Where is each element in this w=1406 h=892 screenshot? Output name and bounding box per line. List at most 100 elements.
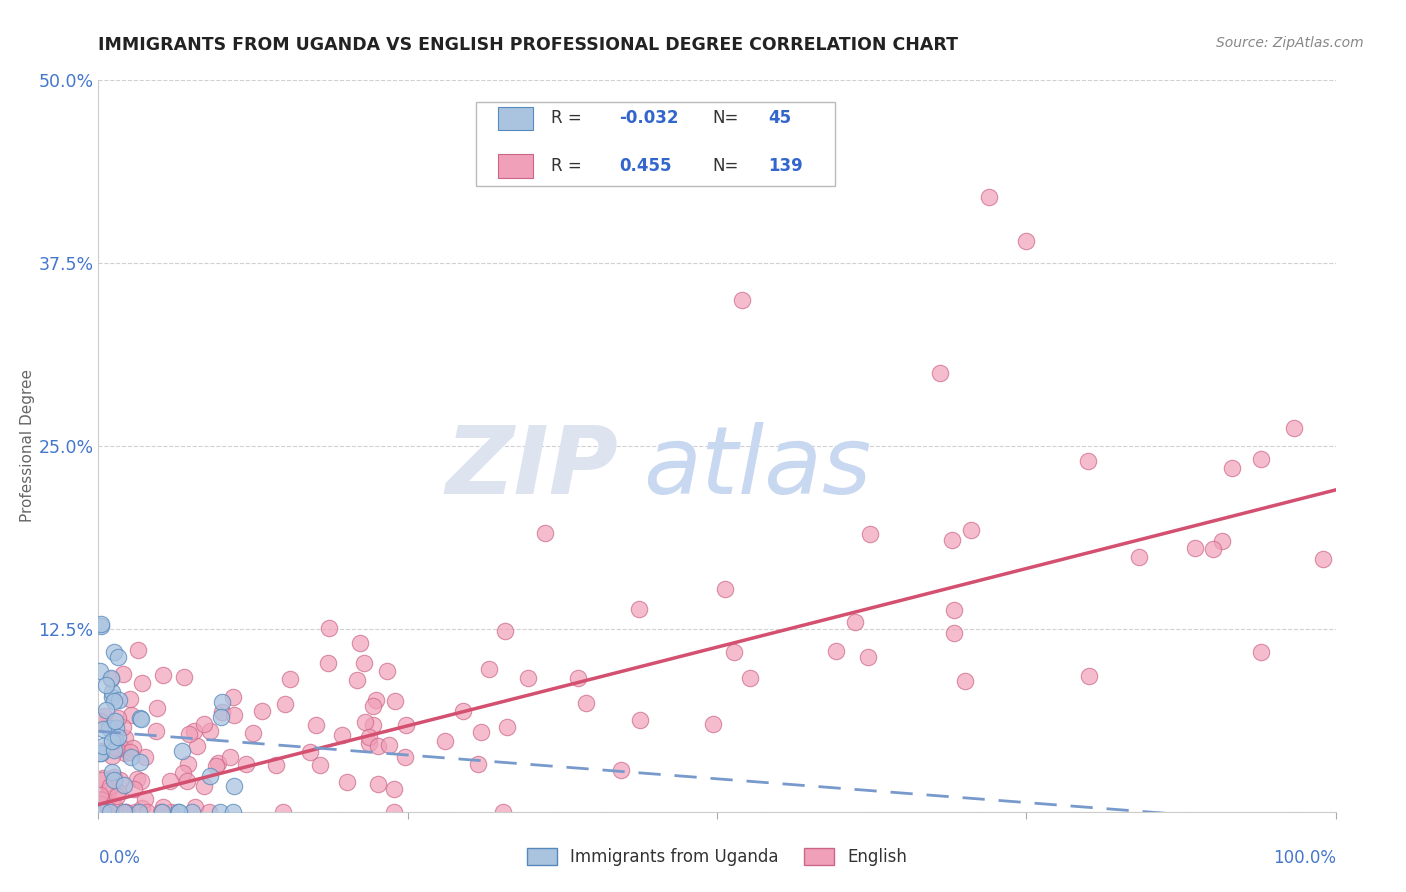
Point <box>100 690 122 704</box>
Point <box>107 711 129 725</box>
Point <box>89 746 111 760</box>
Point <box>89 714 111 728</box>
Point <box>451 705 474 719</box>
Point <box>346 673 368 688</box>
Point <box>91 739 114 753</box>
Point <box>316 656 339 670</box>
Point <box>197 805 219 819</box>
Point <box>120 707 142 722</box>
Point <box>122 781 145 796</box>
Point <box>193 717 215 731</box>
Point <box>91 723 114 737</box>
Point <box>714 582 737 596</box>
Point <box>183 723 205 738</box>
Point <box>107 730 129 744</box>
Point <box>177 756 200 771</box>
Point <box>1250 644 1272 658</box>
Point <box>90 619 112 633</box>
Point <box>384 694 406 708</box>
Point <box>90 617 112 632</box>
Point <box>353 656 375 670</box>
Text: R =: R = <box>551 110 582 128</box>
Point <box>377 664 399 678</box>
Point <box>94 805 117 819</box>
Point <box>90 792 112 806</box>
Point <box>91 771 114 785</box>
Point <box>517 671 540 685</box>
Point <box>928 366 950 380</box>
Point <box>150 805 173 819</box>
Point <box>110 740 132 755</box>
Point <box>128 711 150 725</box>
Point <box>152 800 174 814</box>
Point <box>103 773 125 788</box>
Point <box>222 779 245 793</box>
Point <box>114 746 136 760</box>
Point <box>108 693 131 707</box>
Point <box>100 765 122 780</box>
Point <box>357 730 380 744</box>
Point <box>478 662 501 676</box>
Point <box>136 805 159 819</box>
Point <box>222 708 245 723</box>
Point <box>177 727 200 741</box>
Point <box>103 645 125 659</box>
Point <box>308 757 330 772</box>
Point <box>1211 533 1233 548</box>
Point <box>357 736 380 750</box>
Point <box>804 110 827 124</box>
Point <box>89 744 111 758</box>
Point <box>610 763 633 777</box>
Point <box>104 721 127 735</box>
Point <box>128 805 150 819</box>
Point <box>94 678 117 692</box>
Point <box>89 788 111 802</box>
Point <box>112 720 135 734</box>
Point <box>567 671 589 685</box>
Point <box>859 527 882 541</box>
Point <box>1077 453 1099 467</box>
Point <box>108 773 131 788</box>
Point <box>1284 421 1306 435</box>
Point <box>533 525 555 540</box>
Point <box>114 731 136 745</box>
Point <box>176 774 198 789</box>
Point <box>943 603 966 617</box>
Point <box>104 799 127 814</box>
Point <box>336 774 359 789</box>
Point <box>124 805 146 819</box>
Point <box>129 774 152 789</box>
FancyBboxPatch shape <box>498 107 533 130</box>
Point <box>91 793 114 807</box>
Point <box>250 704 273 718</box>
Point <box>367 777 389 791</box>
Point <box>353 715 375 730</box>
Point <box>127 772 149 787</box>
Point <box>205 759 228 773</box>
Point <box>235 757 257 772</box>
Point <box>208 805 231 819</box>
Point <box>128 755 150 769</box>
Point <box>114 805 136 819</box>
Point <box>134 749 156 764</box>
Text: 0.455: 0.455 <box>619 157 672 175</box>
Point <box>101 733 124 747</box>
Point <box>131 801 153 815</box>
Point <box>305 718 328 732</box>
Point <box>942 625 965 640</box>
Point <box>1128 550 1150 565</box>
Point <box>172 744 194 758</box>
Point <box>104 714 127 728</box>
Point <box>152 668 174 682</box>
Point <box>218 749 240 764</box>
Point <box>222 690 245 704</box>
Point <box>118 692 141 706</box>
Point <box>825 644 848 658</box>
Point <box>382 805 405 819</box>
Point <box>107 785 129 799</box>
Point <box>181 805 204 819</box>
Point <box>702 716 724 731</box>
Point <box>96 791 118 805</box>
Point <box>382 782 405 797</box>
Point <box>349 636 371 650</box>
